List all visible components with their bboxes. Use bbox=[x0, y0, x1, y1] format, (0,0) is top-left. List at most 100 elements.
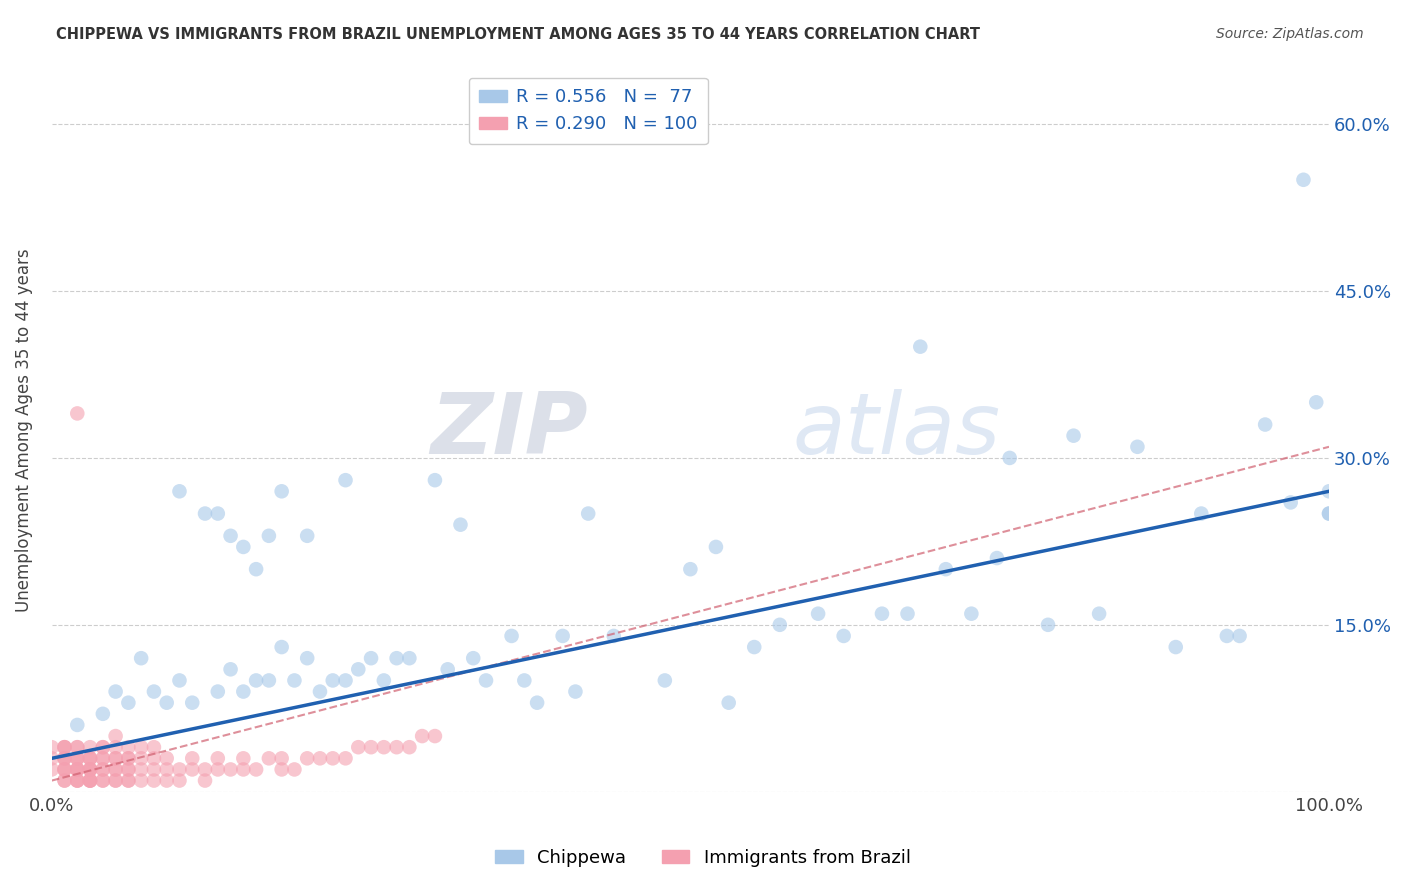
Point bbox=[53, 773, 76, 788]
Point bbox=[104, 684, 127, 698]
Point bbox=[66, 751, 89, 765]
Point bbox=[169, 763, 191, 777]
Point bbox=[270, 763, 292, 777]
Point bbox=[207, 763, 229, 777]
Point bbox=[53, 740, 76, 755]
Point bbox=[423, 473, 446, 487]
Point bbox=[41, 751, 63, 765]
Point bbox=[66, 773, 89, 788]
Point bbox=[104, 773, 127, 788]
Point bbox=[245, 763, 267, 777]
Point bbox=[117, 763, 139, 777]
Point bbox=[1317, 507, 1340, 521]
Point bbox=[53, 763, 76, 777]
Point bbox=[53, 763, 76, 777]
Point bbox=[91, 751, 114, 765]
Point bbox=[142, 684, 165, 698]
Point bbox=[295, 529, 318, 543]
Point bbox=[181, 751, 204, 765]
Point bbox=[104, 751, 127, 765]
Point bbox=[1292, 173, 1315, 187]
Point bbox=[91, 706, 114, 721]
Point bbox=[283, 763, 305, 777]
Point bbox=[91, 763, 114, 777]
Point bbox=[232, 540, 254, 554]
Point bbox=[1036, 617, 1059, 632]
Point bbox=[436, 662, 458, 676]
Point bbox=[501, 629, 523, 643]
Point bbox=[91, 773, 114, 788]
Point bbox=[398, 740, 420, 755]
Point bbox=[129, 773, 152, 788]
Point bbox=[66, 763, 89, 777]
Point bbox=[169, 484, 191, 499]
Point bbox=[1164, 640, 1187, 654]
Point bbox=[295, 651, 318, 665]
Point bbox=[66, 763, 89, 777]
Point bbox=[257, 751, 280, 765]
Point bbox=[347, 740, 370, 755]
Point bbox=[117, 740, 139, 755]
Point bbox=[704, 540, 727, 554]
Point bbox=[1279, 495, 1302, 509]
Point bbox=[41, 740, 63, 755]
Point bbox=[53, 740, 76, 755]
Point bbox=[270, 484, 292, 499]
Point bbox=[66, 763, 89, 777]
Point bbox=[219, 662, 242, 676]
Point bbox=[1189, 507, 1212, 521]
Point bbox=[257, 673, 280, 688]
Point bbox=[117, 751, 139, 765]
Point bbox=[807, 607, 830, 621]
Point bbox=[360, 651, 382, 665]
Point bbox=[309, 684, 332, 698]
Point bbox=[91, 740, 114, 755]
Point bbox=[117, 773, 139, 788]
Point bbox=[117, 763, 139, 777]
Point bbox=[1305, 395, 1327, 409]
Point bbox=[411, 729, 433, 743]
Point bbox=[66, 740, 89, 755]
Text: CHIPPEWA VS IMMIGRANTS FROM BRAZIL UNEMPLOYMENT AMONG AGES 35 TO 44 YEARS CORREL: CHIPPEWA VS IMMIGRANTS FROM BRAZIL UNEMP… bbox=[56, 27, 980, 42]
Point bbox=[373, 740, 395, 755]
Point bbox=[169, 673, 191, 688]
Point bbox=[603, 629, 626, 643]
Point bbox=[91, 763, 114, 777]
Point bbox=[245, 562, 267, 576]
Point bbox=[79, 740, 101, 755]
Point bbox=[270, 751, 292, 765]
Point bbox=[66, 718, 89, 732]
Point bbox=[450, 517, 472, 532]
Point bbox=[551, 629, 574, 643]
Point bbox=[283, 673, 305, 688]
Point bbox=[960, 607, 983, 621]
Point bbox=[769, 617, 792, 632]
Y-axis label: Unemployment Among Ages 35 to 44 years: Unemployment Among Ages 35 to 44 years bbox=[15, 248, 32, 612]
Point bbox=[335, 473, 357, 487]
Point bbox=[117, 696, 139, 710]
Point bbox=[870, 607, 893, 621]
Point bbox=[910, 340, 932, 354]
Point bbox=[1088, 607, 1111, 621]
Point bbox=[117, 773, 139, 788]
Point bbox=[257, 529, 280, 543]
Point bbox=[385, 651, 408, 665]
Legend: Chippewa, Immigrants from Brazil: Chippewa, Immigrants from Brazil bbox=[488, 842, 918, 874]
Point bbox=[1317, 484, 1340, 499]
Point bbox=[41, 763, 63, 777]
Point bbox=[79, 773, 101, 788]
Point bbox=[1216, 629, 1239, 643]
Point bbox=[986, 551, 1008, 566]
Point bbox=[66, 740, 89, 755]
Point bbox=[717, 696, 740, 710]
Point bbox=[169, 773, 191, 788]
Point bbox=[564, 684, 586, 698]
Point bbox=[79, 763, 101, 777]
Point bbox=[91, 740, 114, 755]
Point bbox=[66, 751, 89, 765]
Point bbox=[526, 696, 548, 710]
Text: ZIP: ZIP bbox=[430, 389, 588, 472]
Point bbox=[117, 751, 139, 765]
Point bbox=[142, 751, 165, 765]
Point bbox=[385, 740, 408, 755]
